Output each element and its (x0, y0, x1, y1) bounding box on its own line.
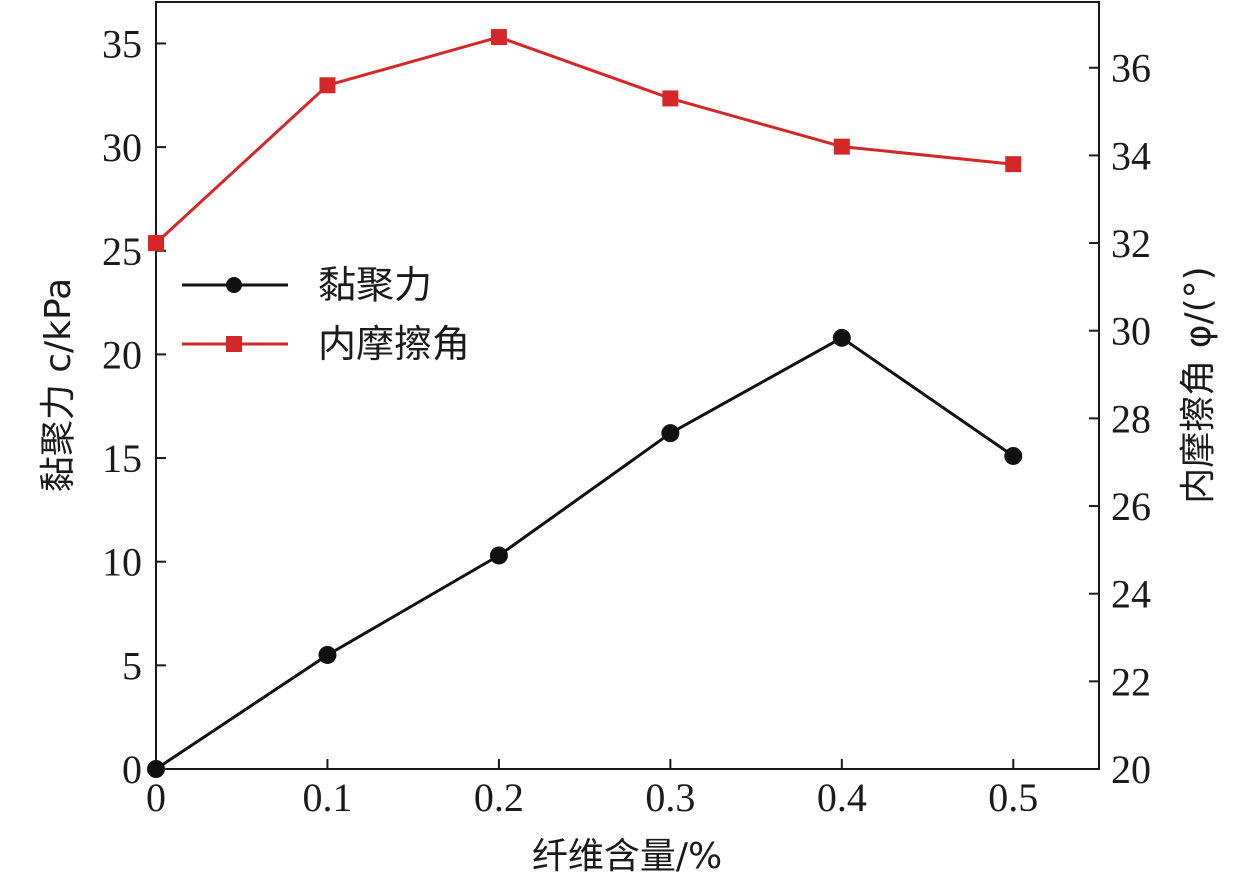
left-y-axis-title: 黏聚力 c/kPa (38, 278, 79, 492)
data-point-friction-angle (148, 235, 164, 252)
right-y-axis-title: 内摩擦角 φ/(°) (1178, 266, 1219, 503)
right-y-tick-label: 22 (1111, 659, 1151, 704)
left-y-tick-label: 0 (122, 747, 142, 792)
right-y-tick-label: 36 (1111, 46, 1151, 91)
legend-label-friction-angle: 内摩擦角 (318, 322, 470, 366)
left-y-tick-label: 10 (102, 540, 142, 585)
series-line-friction-angle (154, 35, 1014, 245)
data-point-friction-angle (662, 90, 679, 107)
right-y-tick-label: 24 (1111, 572, 1151, 617)
data-point-cohesion (489, 546, 508, 565)
right-y-tick-label: 26 (1111, 484, 1151, 529)
x-tick-label: 0.2 (474, 775, 524, 820)
data-point-cohesion (1004, 446, 1023, 465)
left-y-tick-label: 35 (102, 21, 142, 66)
legend-label-cohesion: 黏聚力 (318, 263, 432, 307)
x-axis-title: 纤维含量/% (532, 836, 722, 877)
legend-item-cohesion: 黏聚力 (182, 263, 432, 307)
x-tick-label: 0.3 (645, 775, 695, 820)
right-y-tick-label: 34 (1111, 133, 1151, 178)
x-tick-label: 0.4 (817, 775, 867, 820)
data-point-cohesion (661, 424, 680, 443)
data-point-cohesion (318, 645, 337, 664)
left-y-tick-label: 5 (122, 643, 142, 688)
data-point-friction-angle (1005, 156, 1022, 173)
legend: 黏聚力 内摩擦角 (182, 263, 470, 366)
left-y-tick-label: 15 (102, 436, 142, 481)
right-y-axis-ticks: 20 22 24 26 28 30 32 34 36 (1089, 46, 1151, 792)
legend-item-friction-angle: 内摩擦角 (182, 322, 470, 366)
data-point-friction-angle (490, 29, 507, 46)
x-axis-ticks: 0 0.1 0.2 0.3 0.4 0.5 (146, 759, 1038, 820)
right-y-tick-label: 20 (1111, 747, 1151, 792)
data-point-friction-angle (319, 77, 336, 94)
data-point-cohesion (832, 328, 851, 347)
left-y-tick-label: 30 (102, 125, 142, 170)
right-y-tick-label: 32 (1111, 221, 1151, 266)
right-y-tick-label: 30 (1111, 309, 1151, 354)
legend-marker-cohesion (226, 277, 242, 293)
x-tick-label: 0.1 (302, 775, 352, 820)
series-line-cohesion (155, 336, 1015, 771)
data-point-cohesion (147, 760, 165, 778)
legend-marker-friction-angle (226, 336, 242, 352)
right-y-tick-label: 28 (1111, 396, 1151, 441)
series-layer (147, 29, 1023, 778)
data-point-friction-angle (833, 138, 850, 155)
left-y-tick-label: 25 (102, 229, 142, 274)
x-tick-label: 0 (146, 775, 166, 820)
x-tick-label: 0.5 (988, 775, 1038, 820)
plot-frame (155, 1, 1100, 770)
left-y-tick-label: 20 (102, 332, 142, 377)
